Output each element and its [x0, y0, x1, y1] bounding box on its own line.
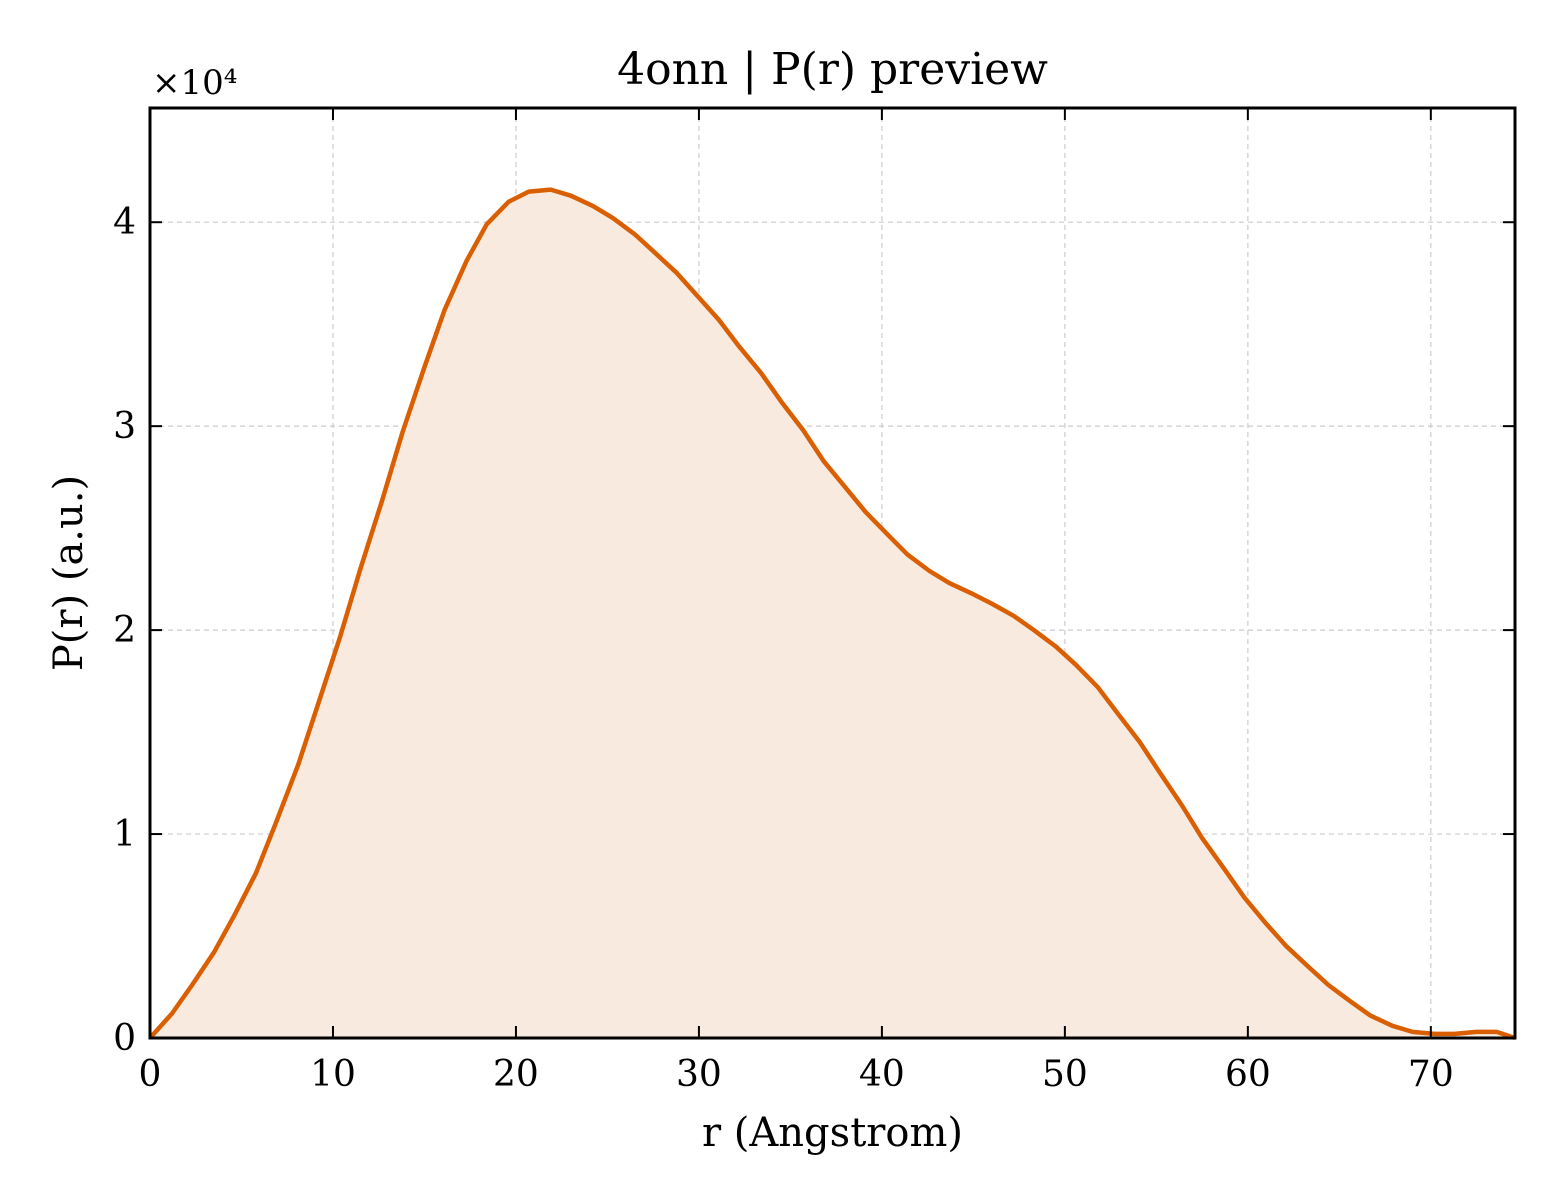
x-tick-label: 30 [676, 1054, 722, 1095]
plot-frame [148, 106, 1517, 1040]
x-tick-label: 0 [139, 1054, 162, 1095]
x-tick-label: 70 [1408, 1054, 1454, 1095]
y-tick-label: 2 [113, 610, 136, 651]
x-axis-title: r (Angstrom) [702, 1110, 963, 1156]
y-axis-title: P(r) (a.u.) [46, 475, 92, 671]
tick-layer: 0 10 20 30 40 50 60 70 0 1 2 3 4 [113, 108, 1515, 1095]
x-tick-label: 10 [310, 1054, 356, 1095]
y-tick-label: 0 [113, 1018, 136, 1059]
x-tick-label: 40 [859, 1054, 905, 1095]
y-tick-label: 1 [113, 814, 136, 855]
x-tick-label: 60 [1225, 1054, 1271, 1095]
area-fill [150, 189, 1515, 1039]
y-offset-label: ×10⁴ [152, 63, 237, 103]
y-tick-label: 4 [113, 202, 136, 243]
series-line [148, 187, 1516, 1041]
x-tick-label: 20 [493, 1054, 539, 1095]
y-tick-label: 3 [113, 406, 136, 447]
x-tick-label: 50 [1042, 1054, 1088, 1095]
chart-title: 4onn | P(r) preview [617, 44, 1048, 95]
